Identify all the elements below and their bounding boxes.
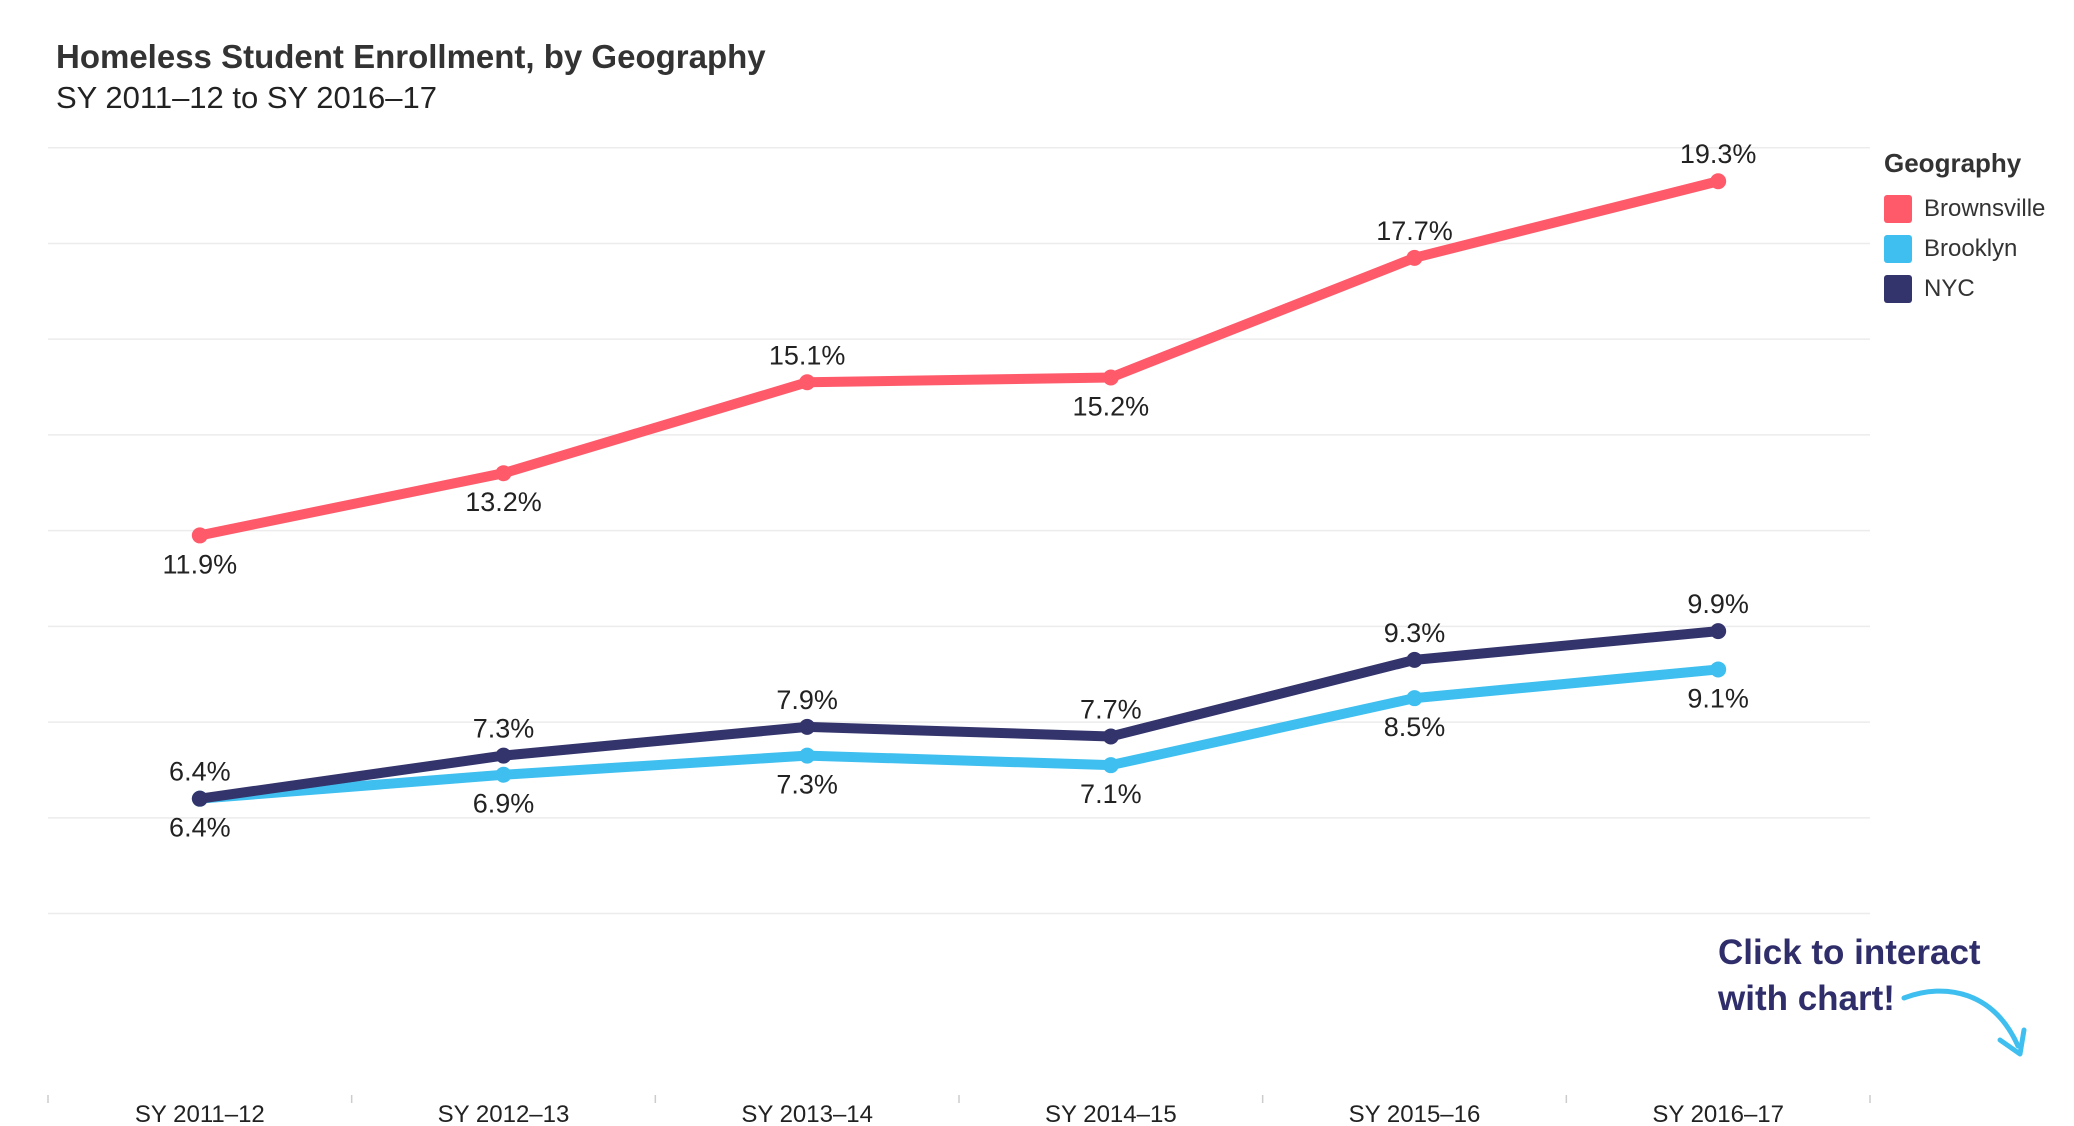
series-line-brooklyn[interactable] <box>194 664 1724 804</box>
data-point-brooklyn[interactable] <box>1406 690 1423 707</box>
series-layer[interactable] <box>191 173 1727 807</box>
legend: Geography Brownsville Brooklyn NYC <box>1884 148 2045 309</box>
legend-label-brooklyn: Brooklyn <box>1924 235 2018 262</box>
legend-swatch-brownsville <box>1884 195 1912 223</box>
interact-prompt-line1: Click to interact <box>1718 933 1981 972</box>
data-point-brownsville[interactable] <box>495 465 512 482</box>
data-point-brooklyn[interactable] <box>799 747 816 764</box>
data-point-nyc[interactable] <box>1710 623 1727 640</box>
data-point-brownsville[interactable] <box>1102 369 1119 386</box>
data-point-nyc[interactable] <box>191 790 208 807</box>
data-label-brownsville: 15.1% <box>769 340 846 370</box>
interact-prompt-line2: with chart! <box>1718 979 1895 1018</box>
data-point-nyc[interactable] <box>799 718 816 735</box>
data-label-brownsville: 15.2% <box>1073 391 1150 421</box>
data-label-brooklyn: 7.1% <box>1080 779 1142 809</box>
legend-swatch-nyc <box>1884 275 1912 303</box>
series-line-nyc[interactable] <box>194 626 1724 804</box>
data-label-brooklyn: 6.4% <box>169 813 231 843</box>
data-point-nyc[interactable] <box>495 747 512 764</box>
x-tick-label: SY 2016–17 <box>1652 1101 1784 1126</box>
data-label-brooklyn: 6.9% <box>473 789 535 819</box>
series-line-brownsville[interactable] <box>194 176 1724 541</box>
data-label-nyc: 7.7% <box>1080 694 1142 724</box>
data-label-brownsville: 11.9% <box>163 549 238 579</box>
data-point-brownsville[interactable] <box>799 374 816 391</box>
legend-item-brooklyn[interactable]: Brooklyn <box>1884 229 2045 269</box>
data-label-brooklyn: 7.3% <box>776 770 838 800</box>
data-label-nyc: 6.4% <box>169 757 231 787</box>
x-tick-label: SY 2015–16 <box>1349 1101 1481 1126</box>
x-tick-label: SY 2012–13 <box>438 1101 570 1126</box>
data-label-brownsville: 13.2% <box>465 487 542 517</box>
data-point-brooklyn[interactable] <box>1710 661 1727 678</box>
legend-swatch-brooklyn <box>1884 235 1912 263</box>
x-tick-label: SY 2011–12 <box>135 1101 265 1126</box>
data-label-brooklyn: 9.1% <box>1687 683 1749 713</box>
x-tick-label: SY 2014–15 <box>1045 1101 1177 1126</box>
legend-label-brownsville: Brownsville <box>1924 195 2046 222</box>
grid-lines <box>48 146 1870 915</box>
data-label-nyc: 7.3% <box>473 714 535 744</box>
data-label-brownsville: 17.7% <box>1376 216 1453 246</box>
data-point-brownsville[interactable] <box>1710 173 1727 190</box>
x-tick-label: SY 2013–14 <box>741 1101 873 1126</box>
data-point-brownsville[interactable] <box>191 527 208 544</box>
data-label-brownsville: 19.3% <box>1680 139 1757 169</box>
data-label-nyc: 7.9% <box>776 685 838 715</box>
data-point-brownsville[interactable] <box>1406 249 1423 266</box>
legend-label-nyc: NYC <box>1924 275 1975 302</box>
legend-item-brownsville[interactable]: Brownsville <box>1884 189 2045 229</box>
data-point-brooklyn[interactable] <box>1102 757 1119 774</box>
data-label-nyc: 9.9% <box>1687 589 1749 619</box>
data-point-nyc[interactable] <box>1406 651 1423 668</box>
x-axis: SY 2011–12 SY 2012–13 SY 2013–14 SY 2014–15… <box>47 1095 1871 1126</box>
data-labels: 11.9% 13.2% 15.1% 15.2% 17.7% 19.3% 6.4% 6.9% 7.… <box>163 139 1757 842</box>
legend-item-nyc[interactable]: NYC <box>1884 269 2045 309</box>
interact-prompt[interactable]: Click to interact with chart! <box>1718 930 1981 1022</box>
curved-arrow-icon <box>1901 988 2027 1057</box>
data-point-nyc[interactable] <box>1102 728 1119 745</box>
data-label-nyc: 9.3% <box>1384 618 1446 648</box>
data-point-brooklyn[interactable] <box>495 766 512 783</box>
legend-title: Geography <box>1884 148 2022 178</box>
chart-title: Homeless Student Enrollment, by Geograph… <box>56 38 766 75</box>
chart-subtitle: SY 2011–12 to SY 2016–17 <box>56 80 437 115</box>
data-label-brooklyn: 8.5% <box>1384 712 1446 742</box>
